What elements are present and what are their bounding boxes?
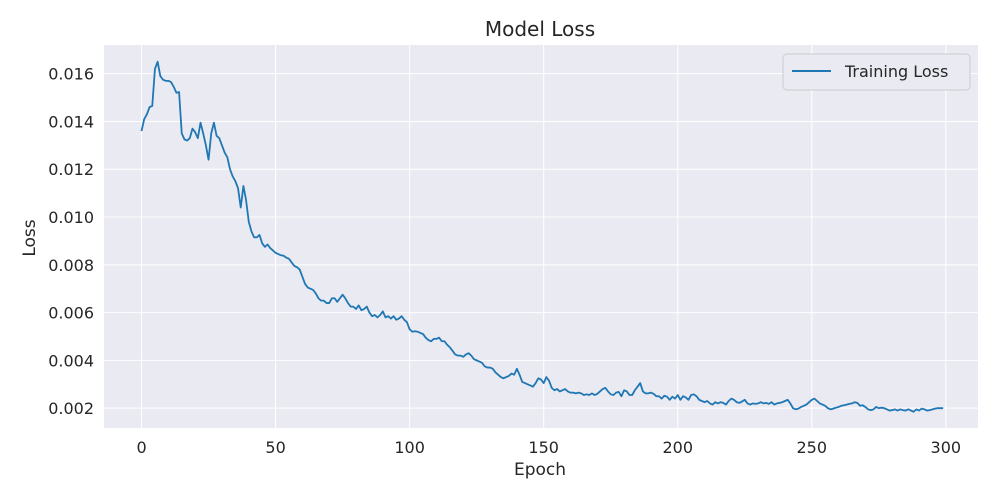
x-axis-label: Epoch xyxy=(514,460,566,480)
x-tick-label: 250 xyxy=(797,438,828,457)
x-tick-label: 100 xyxy=(394,438,425,457)
x-tick-label: 200 xyxy=(662,438,693,457)
legend: Training Loss xyxy=(782,53,971,91)
y-tick-label: 0.002 xyxy=(48,399,94,418)
x-tick-label: 150 xyxy=(528,438,559,457)
y-tick-labels: 0.002 0.004 0.006 0.008 0.010 0.012 0.014 0.016 xyxy=(48,65,94,418)
legend-box xyxy=(782,53,971,91)
y-tick-label: 0.004 xyxy=(48,351,94,370)
x-gridlines xyxy=(141,45,947,428)
x-tick-label: 0 xyxy=(136,438,146,457)
series-layer xyxy=(140,60,944,413)
x-tick-label: 300 xyxy=(931,438,962,457)
y-tick-label: 0.008 xyxy=(48,256,94,275)
y-tick-label: 0.016 xyxy=(48,65,94,84)
series-line-training-loss xyxy=(140,60,944,413)
y-tick-label: 0.012 xyxy=(48,160,94,179)
chart-title: Model Loss xyxy=(485,17,595,41)
y-tick-label: 0.006 xyxy=(48,304,94,323)
y-axis-label: Loss xyxy=(20,219,40,256)
x-tick-label: 50 xyxy=(265,438,285,457)
plot-area xyxy=(104,45,978,428)
y-tick-label: 0.014 xyxy=(48,112,94,131)
y-tick-label: 0.010 xyxy=(48,208,94,227)
y-gridlines xyxy=(104,73,978,409)
legend-label-training-loss: Training Loss xyxy=(844,62,948,81)
x-tick-labels: 0 50 100 150 200 250 300 xyxy=(136,438,961,457)
